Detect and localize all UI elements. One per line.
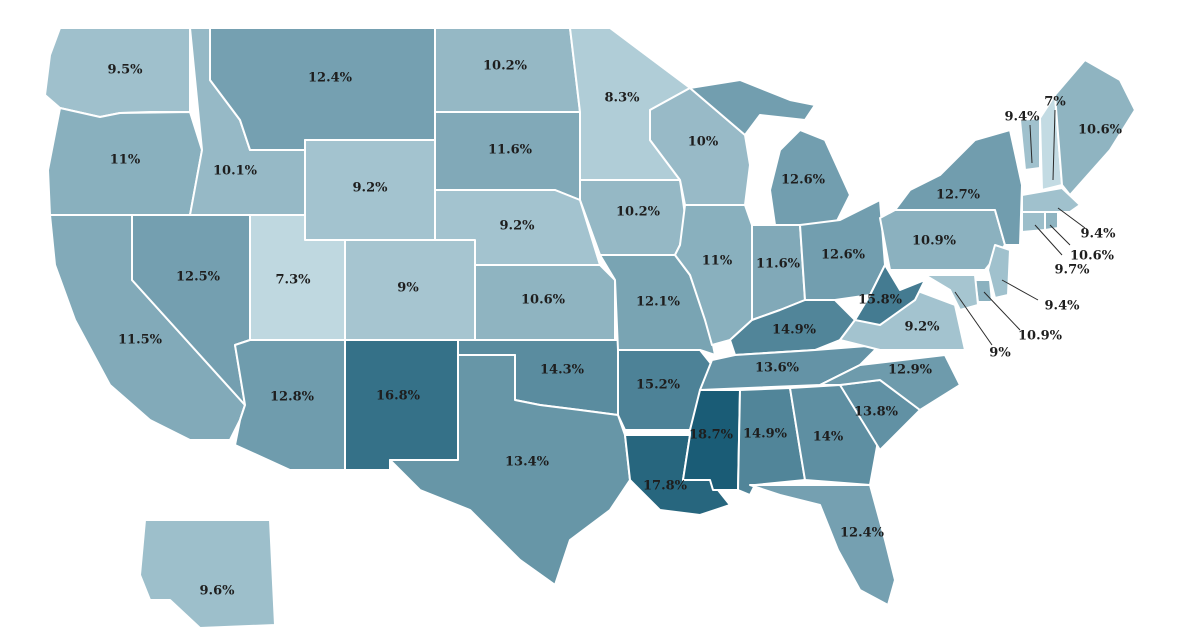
state-label-ia: 10.2% — [616, 205, 661, 220]
state-shape-ks — [474, 264, 616, 341]
state-label-nh: 7% — [1044, 95, 1066, 110]
state-shape-me — [1054, 59, 1136, 196]
leader-line-md — [954, 291, 993, 346]
state-label-nc: 12.9% — [888, 363, 933, 378]
state-label-fl: 12.4% — [840, 526, 885, 541]
state-shape-az — [234, 339, 346, 471]
state-shape-ak — [139, 519, 276, 628]
state-label-id: 10.1% — [213, 164, 258, 179]
state-label-al: 14.9% — [743, 427, 788, 442]
state-label-wi: 10% — [688, 135, 719, 150]
state-label-wv: 15.8% — [858, 293, 903, 308]
state-label-ky: 14.9% — [772, 323, 817, 338]
state-shape-tx — [389, 354, 631, 586]
state-shape-il — [674, 204, 753, 346]
state-label-tn: 13.6% — [755, 361, 800, 376]
state-label-de: 10.9% — [1018, 329, 1063, 344]
state-label-ms: 18.7% — [689, 428, 734, 443]
leader-line-ma — [1057, 207, 1086, 229]
state-label-md: 9% — [989, 346, 1011, 361]
state-label-vt: 9.4% — [1005, 110, 1041, 125]
state-label-in: 11.6% — [756, 257, 801, 272]
state-label-ok: 14.3% — [540, 363, 585, 378]
state-label-mi: 12.6% — [781, 173, 826, 188]
leader-line-de — [983, 291, 1021, 331]
state-label-tx: 13.4% — [505, 455, 550, 470]
state-label-il: 11% — [702, 254, 733, 269]
state-label-ak: 9.6% — [200, 584, 236, 599]
state-label-oh: 12.6% — [821, 248, 866, 263]
state-label-me: 10.6% — [1078, 123, 1123, 138]
state-label-ma: 9.4% — [1081, 227, 1117, 242]
state-shape-mt — [209, 27, 436, 151]
state-label-nv: 12.5% — [176, 270, 221, 285]
leader-line-vt — [1029, 124, 1033, 164]
state-label-ct: 9.7% — [1055, 263, 1091, 278]
state-shape-md — [924, 274, 979, 311]
state-label-nm: 16.8% — [376, 389, 421, 404]
state-label-ca: 11.5% — [118, 333, 163, 348]
state-label-pa: 10.9% — [912, 234, 957, 249]
state-label-ks: 10.6% — [521, 293, 566, 308]
state-label-ne: 9.2% — [500, 219, 536, 234]
state-label-la: 17.8% — [643, 479, 688, 494]
state-label-wy: 9.2% — [353, 181, 389, 196]
state-shape-wv — [854, 264, 926, 326]
leader-line-nh — [1052, 109, 1056, 181]
state-shape-ri — [1044, 211, 1059, 231]
leader-line-ct — [1034, 224, 1063, 256]
state-label-nj: 9.4% — [1045, 299, 1081, 314]
state-label-nd: 10.2% — [483, 59, 528, 74]
state-label-ar: 15.2% — [636, 378, 681, 393]
state-label-sd: 11.6% — [488, 143, 533, 158]
state-shape-ct — [1021, 211, 1046, 233]
state-shape-fl — [749, 484, 896, 606]
state-label-ri: 10.6% — [1070, 249, 1115, 264]
state-shape-ma — [1021, 187, 1081, 213]
state-label-mt: 12.4% — [308, 71, 353, 86]
state-shape-nj — [987, 244, 1011, 299]
state-label-wa: 9.5% — [108, 63, 144, 78]
state-shape-ny — [894, 129, 1023, 246]
state-shape-mi — [689, 79, 816, 136]
state-label-va: 9.2% — [905, 320, 941, 335]
state-label-az: 12.8% — [270, 390, 315, 405]
state-label-ny: 12.7% — [936, 188, 981, 203]
state-shape-nc — [819, 354, 961, 411]
state-label-sc: 13.8% — [854, 405, 899, 420]
state-label-ga: 14% — [813, 430, 844, 445]
state-label-ut: 7.3% — [276, 273, 312, 288]
state-label-or: 11% — [110, 153, 141, 168]
state-shape-vt — [1019, 117, 1041, 171]
leader-line-nj — [1001, 279, 1039, 301]
state-label-mn: 8.3% — [605, 91, 641, 106]
leader-lines — [954, 109, 1086, 346]
state-shape-nm — [344, 339, 459, 471]
state-label-mo: 12.1% — [636, 295, 681, 310]
leader-line-ri — [1049, 224, 1071, 246]
state-label-co: 9% — [397, 281, 419, 296]
